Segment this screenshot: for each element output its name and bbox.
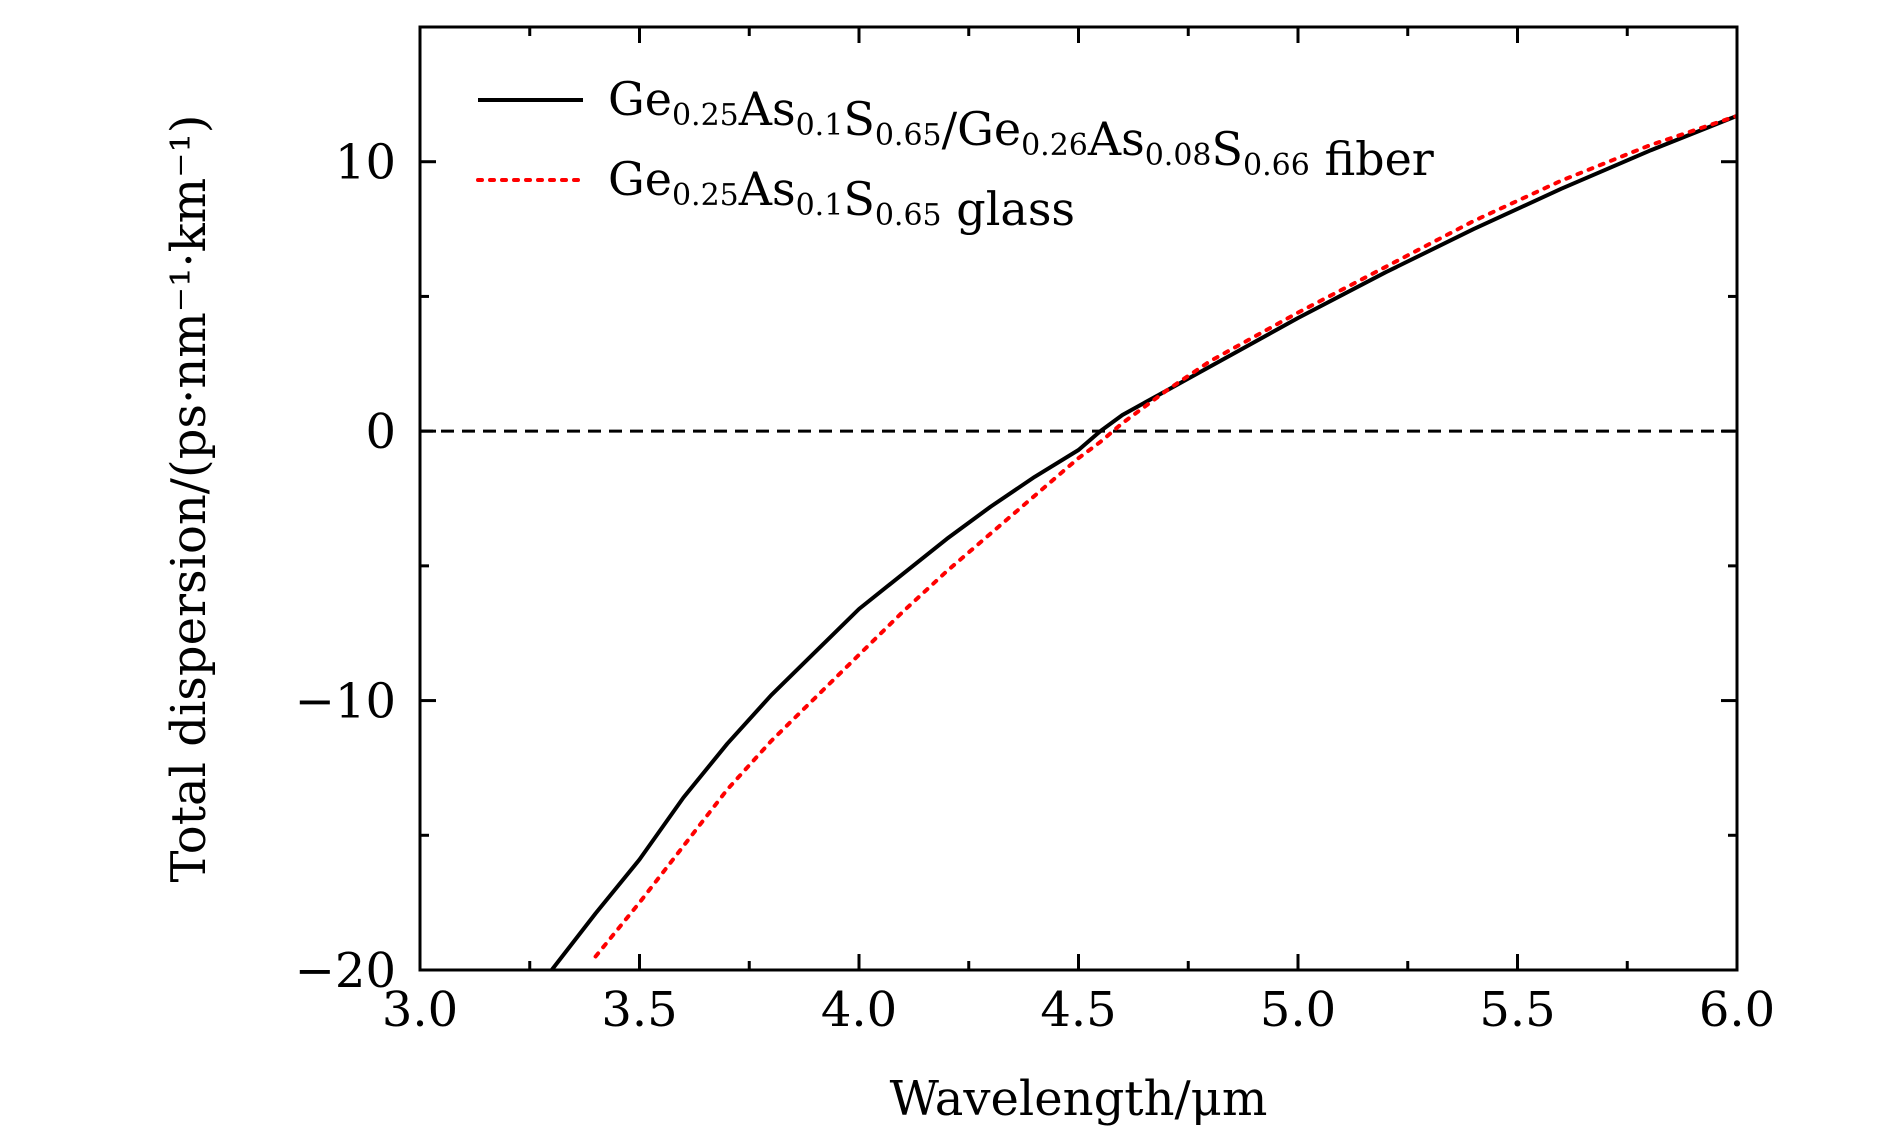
x-tick-label: 4.0 <box>821 982 897 1038</box>
x-tick-label: 4.5 <box>1040 982 1116 1038</box>
x-axis-label: Wavelength/μm <box>890 1071 1268 1127</box>
series-line-1 <box>550 114 1737 970</box>
y-tick-label: −20 <box>295 943 396 999</box>
axis-ticks <box>418 25 1739 972</box>
legend: Ge0.25As0.1S0.65/Ge0.26As0.08S0.66 fiber… <box>476 72 1434 236</box>
x-tick-label: 5.0 <box>1260 982 1336 1038</box>
legend-label-1: Ge0.25As0.1S0.65/Ge0.26As0.08S0.66 fiber <box>608 72 1434 186</box>
y-tick-label: 0 <box>365 404 396 460</box>
tick-labels: 3.0 3.5 4.0 4.5 5.0 5.5 6.0 −20 −10 0 10 <box>295 135 1775 1038</box>
y-tick-label: −10 <box>295 674 396 730</box>
y-axis-label: Total dispersion/(ps·nm⁻¹·km⁻¹) <box>161 115 217 883</box>
legend-label-2: Ge0.25As0.1S0.65 glass <box>608 152 1075 236</box>
x-tick-label: 3.0 <box>382 982 458 1038</box>
x-tick-label: 5.5 <box>1479 982 1555 1038</box>
y-tick-label: 10 <box>335 135 396 191</box>
x-tick-label: 6.0 <box>1699 982 1775 1038</box>
series-line-2 <box>593 113 1737 959</box>
x-tick-label: 3.5 <box>601 982 677 1038</box>
